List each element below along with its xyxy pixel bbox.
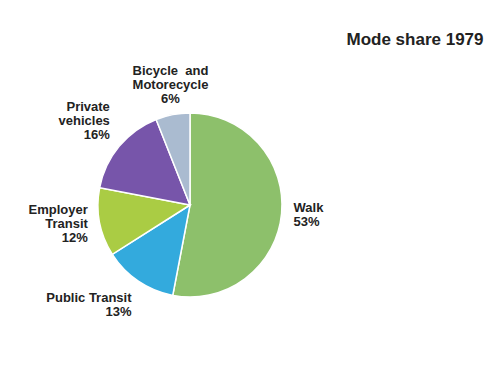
label-line: vehicles xyxy=(59,113,110,128)
label-line: 13% xyxy=(106,304,132,319)
slice-label: Walk53% xyxy=(294,200,325,229)
label-line: Walk xyxy=(294,200,325,215)
label-line: 53% xyxy=(294,214,320,229)
pie xyxy=(98,113,282,297)
label-line: Bicycle and xyxy=(133,63,209,78)
label-line: Transit xyxy=(45,216,88,231)
slice xyxy=(156,113,190,205)
slice-label: Bicycle andMotorecycle6% xyxy=(133,63,209,106)
slice-label: Privatevehicles16% xyxy=(59,99,111,142)
label-line: Public Transit xyxy=(46,290,132,305)
label-line: Motorecycle xyxy=(133,77,209,92)
label-line: 16% xyxy=(84,127,110,142)
label-line: 6% xyxy=(161,91,180,106)
title: Mode share 1979 xyxy=(346,30,483,49)
label-line: 12% xyxy=(62,230,88,245)
label-line: Employer xyxy=(29,202,88,217)
slice-label: EmployerTransit12% xyxy=(29,202,89,245)
label-line: Private xyxy=(66,99,109,114)
labels: Walk53%Public Transit13%EmployerTransit1… xyxy=(29,63,325,319)
slice-label: Public Transit13% xyxy=(46,290,132,319)
chart: Mode share 1979 Walk53% Public Transit13% E… xyxy=(0,0,500,388)
